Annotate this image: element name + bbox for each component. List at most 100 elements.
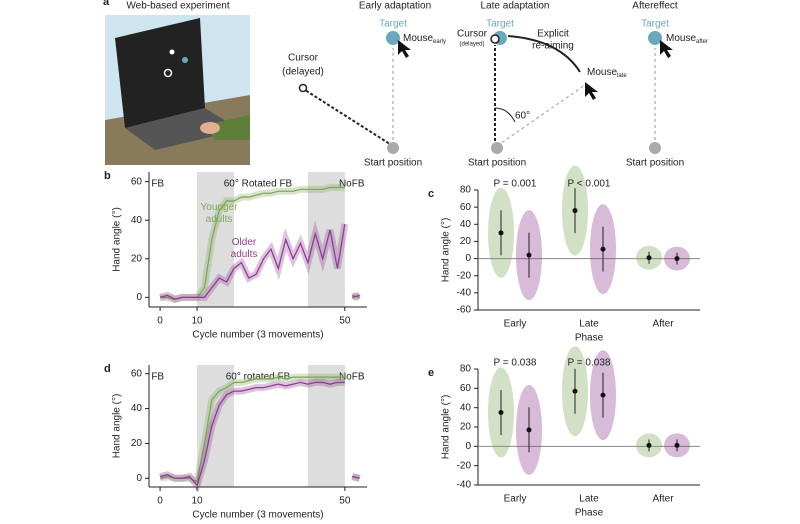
x-axis-label: Phase (575, 508, 604, 519)
target-label: Target (486, 19, 514, 30)
mouse-sub: early (433, 39, 446, 45)
target (648, 31, 662, 45)
target-label: Target (379, 19, 407, 30)
x-axis-label: Cycle number (3 movements) (192, 330, 323, 341)
series-label: Younger adults (201, 202, 239, 225)
series-label: Older adults (231, 237, 258, 260)
median-dot (600, 246, 606, 252)
y-tick-label: 80 (460, 364, 472, 375)
y-tick-label: 40 (131, 215, 143, 226)
panel-header: Aftereffect (632, 1, 678, 12)
region-label: FB (151, 179, 164, 190)
region-label: NoFB (339, 179, 365, 190)
panel-header: Late adaptation (481, 1, 550, 12)
series-label-part: adults (206, 214, 233, 225)
series-label-part: Older (232, 237, 257, 248)
series-line (159, 223, 360, 300)
start (387, 142, 399, 154)
y-axis-label: Hand angle (°) (441, 395, 452, 460)
mouse-text: Mouse (587, 67, 617, 78)
annotation: P = 0.038 (568, 358, 611, 369)
cursor-arrow (398, 40, 411, 58)
median-dot (600, 392, 606, 398)
start-label: Start position (364, 158, 422, 169)
y-tick-label: 40 (131, 403, 143, 414)
y-tick-label: 60 (460, 202, 472, 213)
median-dot (674, 442, 680, 448)
mouse-label: Mouselate (587, 67, 627, 79)
median-dot (646, 442, 652, 448)
series-label-part: adults (231, 249, 258, 260)
laptop-illustration (105, 15, 250, 165)
y-tick-label: 0 (465, 253, 471, 264)
cursor-dot (298, 83, 308, 93)
y-tick-label: 60 (131, 368, 143, 379)
mouse-text: Mouse (666, 33, 696, 44)
y-tick-label: -20 (457, 460, 472, 471)
y-tick-label: 80 (460, 185, 472, 196)
start-label: Start position (468, 158, 526, 169)
y-tick-label: -40 (457, 287, 472, 298)
median-dot (572, 388, 578, 394)
y-tick-label: 60 (460, 383, 472, 394)
cursor-label: (delayed) (459, 42, 484, 48)
y-tick-label: 60 (131, 176, 143, 187)
cursor-arrow (660, 40, 673, 58)
start (649, 142, 661, 154)
region-label: NoFB (339, 372, 365, 383)
panel-header: Early adaptation (359, 1, 431, 12)
x-axis-label: Cycle number (3 movements) (192, 510, 323, 521)
y-tick-label: -20 (457, 270, 472, 281)
median-dot (646, 255, 652, 261)
annotation: P < 0.001 (568, 179, 611, 190)
reaim-label: re-aiming (532, 41, 574, 52)
median-dot (572, 208, 578, 214)
x-tick-label: 0 (157, 316, 163, 327)
mouse-text: Mouse (403, 33, 433, 44)
cursor-label: Cursor (288, 53, 319, 64)
annotation: P = 0.038 (494, 358, 537, 369)
target (386, 31, 400, 45)
x-axis-label: Phase (575, 333, 604, 344)
y-axis-label: Hand angle (°) (441, 218, 452, 283)
annotation: P = 0.001 (494, 179, 537, 190)
reaim-label: Explicit (537, 29, 569, 40)
y-tick-label: -60 (457, 305, 472, 316)
panel-letter: a (103, 0, 110, 8)
y-tick-label: 0 (465, 441, 471, 452)
median-dot (674, 256, 680, 262)
y-axis-label: Hand angle (°) (112, 394, 123, 459)
x-tick-label: Late (579, 494, 599, 505)
x-tick-label: 50 (339, 316, 351, 327)
mouse-label: Mouseearly (403, 33, 446, 45)
series-label-part: Younger (201, 202, 239, 213)
y-tick-label: 40 (460, 402, 472, 413)
cursor-dot (490, 34, 500, 44)
x-tick-label: After (652, 494, 674, 505)
x-tick-label: 0 (157, 496, 163, 507)
panel-letter: b (104, 170, 111, 182)
region-label: 60° Rotated FB (224, 179, 293, 190)
median-dot (526, 427, 532, 433)
cursor-label: Cursor (457, 29, 488, 40)
median-dot (498, 230, 504, 236)
y-tick-label: 40 (460, 219, 472, 230)
angle-arc (494, 107, 516, 123)
cursor-label: (delayed) (282, 67, 324, 78)
mouse-sub: late (617, 73, 627, 79)
shaded-region (197, 172, 234, 307)
start-label: Start position (626, 158, 684, 169)
y-tick-label: 20 (460, 236, 472, 247)
y-tick-label: 0 (136, 292, 142, 303)
angle-label: 60° (515, 111, 530, 122)
x-tick-label: Early (504, 494, 527, 505)
y-tick-label: 20 (131, 253, 143, 264)
x-tick-label: Early (504, 319, 527, 330)
region-label: 60° rotated FB (226, 372, 291, 383)
shaded-region (307, 365, 345, 487)
panel-letter: c (428, 188, 434, 200)
mouse-label: Mouseafter (666, 33, 708, 45)
target-label: Target (641, 19, 669, 30)
panel-letter: e (428, 367, 434, 379)
y-tick-label: 0 (136, 473, 142, 484)
